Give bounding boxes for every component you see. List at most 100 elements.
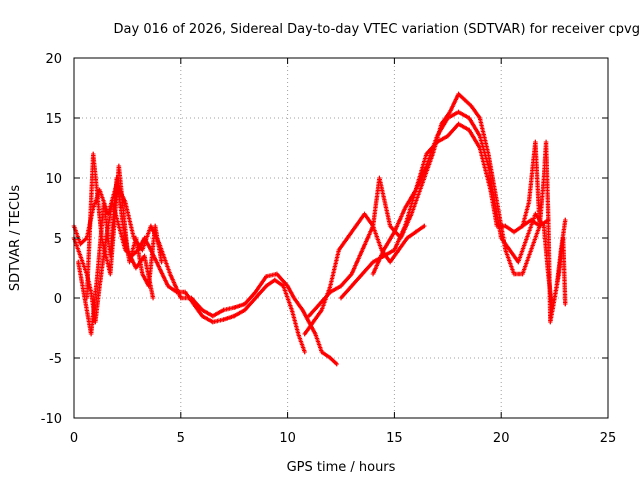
data-point bbox=[210, 313, 216, 319]
data-point bbox=[152, 223, 158, 229]
data-point bbox=[105, 211, 111, 217]
data-point bbox=[499, 235, 504, 241]
data-point bbox=[548, 319, 553, 325]
data-point bbox=[328, 355, 333, 361]
data-point bbox=[264, 274, 269, 279]
data-point bbox=[189, 295, 194, 301]
series-track-9 bbox=[520, 139, 568, 325]
x-tick-label: 20 bbox=[493, 431, 510, 446]
data-point bbox=[319, 349, 324, 355]
data-point bbox=[150, 295, 156, 301]
data-point bbox=[520, 271, 525, 277]
data-point bbox=[349, 283, 354, 289]
data-point bbox=[422, 223, 427, 229]
data-point bbox=[511, 229, 517, 235]
data-point bbox=[157, 265, 162, 271]
y-tick-label: -10 bbox=[41, 412, 62, 427]
data-point bbox=[88, 331, 94, 337]
data-point bbox=[392, 247, 397, 253]
data-point bbox=[264, 283, 269, 289]
x-tick-label: 10 bbox=[279, 431, 296, 446]
data-point bbox=[528, 247, 534, 253]
data-point bbox=[142, 253, 147, 259]
data-point bbox=[338, 295, 344, 301]
series-track-4 bbox=[306, 91, 542, 319]
data-point bbox=[445, 133, 450, 139]
y-tick-label: -5 bbox=[49, 352, 62, 367]
data-point bbox=[210, 319, 216, 325]
data-point bbox=[334, 361, 339, 367]
data-point bbox=[477, 115, 483, 121]
x-tick-label: 15 bbox=[386, 431, 403, 446]
data-point bbox=[302, 331, 307, 337]
data-point bbox=[91, 151, 96, 157]
data-point bbox=[469, 103, 474, 109]
data-point bbox=[165, 283, 171, 289]
data-point bbox=[289, 307, 295, 313]
data-point bbox=[99, 235, 104, 241]
data-point bbox=[445, 115, 450, 121]
data-point bbox=[396, 247, 401, 253]
data-point bbox=[402, 205, 408, 211]
data-point bbox=[370, 271, 376, 277]
data-point bbox=[253, 295, 258, 301]
data-point bbox=[511, 271, 517, 277]
data-point bbox=[93, 319, 98, 325]
data-point bbox=[520, 223, 525, 229]
data-point bbox=[524, 235, 530, 241]
y-tick-label: 10 bbox=[45, 172, 62, 187]
data-point bbox=[424, 163, 429, 169]
data-point bbox=[232, 305, 237, 310]
data-point bbox=[272, 277, 277, 283]
data-point bbox=[377, 175, 382, 181]
data-point bbox=[221, 317, 226, 322]
data-point bbox=[313, 331, 318, 337]
data-layer bbox=[71, 91, 568, 367]
data-point bbox=[413, 229, 418, 235]
data-point bbox=[140, 271, 145, 277]
data-point bbox=[140, 247, 145, 253]
data-point bbox=[466, 115, 472, 121]
data-point bbox=[199, 313, 205, 319]
data-point bbox=[125, 247, 130, 253]
data-point bbox=[360, 247, 365, 253]
data-points-track-4 bbox=[306, 91, 542, 319]
y-axis-label: SDTVAR / TECUs bbox=[8, 185, 23, 292]
data-point bbox=[345, 235, 350, 241]
data-points-track-6 bbox=[370, 109, 568, 313]
data-point bbox=[133, 235, 139, 241]
data-point bbox=[306, 313, 312, 319]
data-point bbox=[507, 247, 512, 253]
y-tick-label: 20 bbox=[45, 52, 62, 67]
data-point bbox=[370, 223, 376, 229]
data-point bbox=[419, 181, 425, 187]
data-point bbox=[563, 301, 568, 307]
data-point bbox=[78, 241, 83, 247]
data-point bbox=[462, 97, 468, 103]
data-point bbox=[405, 235, 410, 241]
x-tick-label: 5 bbox=[177, 431, 185, 446]
data-point bbox=[543, 139, 549, 145]
data-point bbox=[552, 295, 557, 301]
series-track-8 bbox=[84, 151, 156, 301]
data-point bbox=[353, 223, 359, 229]
data-point bbox=[336, 247, 342, 253]
data-point bbox=[533, 211, 538, 217]
data-point bbox=[116, 163, 122, 169]
data-point bbox=[182, 289, 188, 295]
data-point bbox=[387, 223, 393, 229]
data-point bbox=[492, 199, 497, 205]
data-point bbox=[178, 295, 183, 301]
data-point bbox=[232, 313, 237, 319]
data-point bbox=[281, 283, 286, 289]
chart-title: Day 016 of 2026, Sidereal Day-to-day VTE… bbox=[114, 22, 640, 37]
data-point bbox=[370, 259, 376, 265]
x-tick-label: 0 bbox=[70, 431, 78, 446]
data-point bbox=[84, 295, 90, 301]
data-point bbox=[328, 289, 333, 295]
series-track-3 bbox=[302, 211, 427, 337]
ticks-layer: 0 5 10 15 20 25 -10 -5 0 5 10 15 20 bbox=[41, 52, 617, 446]
data-point bbox=[486, 163, 491, 169]
data-point bbox=[78, 253, 83, 259]
data-point bbox=[242, 301, 248, 307]
